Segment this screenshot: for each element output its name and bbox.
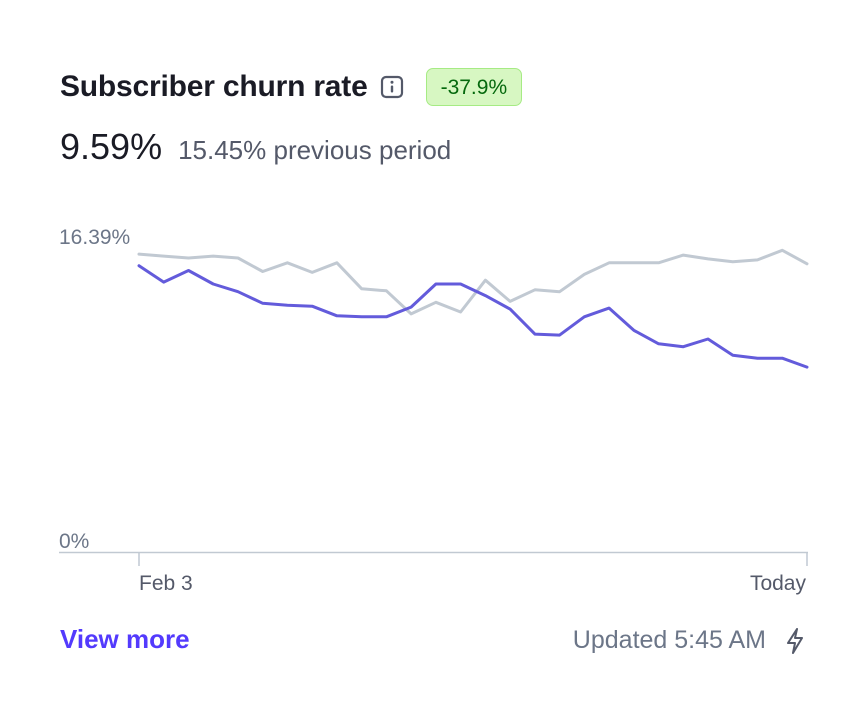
card-header: Subscriber churn rate -37.9% xyxy=(60,68,523,106)
x-tick-label-start: Feb 3 xyxy=(139,572,193,595)
value-row: 9.59% 15.45% previous period xyxy=(60,126,451,168)
series-line-current-period[interactable] xyxy=(137,264,809,369)
info-icon[interactable] xyxy=(380,75,404,99)
view-more-link[interactable]: View more xyxy=(60,624,190,654)
x-tick-label-end: Today xyxy=(750,572,807,595)
lightning-bolt-icon[interactable] xyxy=(784,627,806,655)
metric-title: Subscriber churn rate xyxy=(60,70,368,103)
change-badge: -37.9% xyxy=(425,68,523,106)
series-line-previous-period[interactable] xyxy=(137,248,809,316)
y-tick-label-min: 0% xyxy=(59,530,89,553)
previous-period-value: 15.45% previous period xyxy=(178,135,452,165)
y-tick-label-max: 16.39% xyxy=(59,226,130,249)
updated-timestamp: Updated 5:45 AM xyxy=(572,626,766,654)
current-value: 9.59% xyxy=(60,126,163,167)
